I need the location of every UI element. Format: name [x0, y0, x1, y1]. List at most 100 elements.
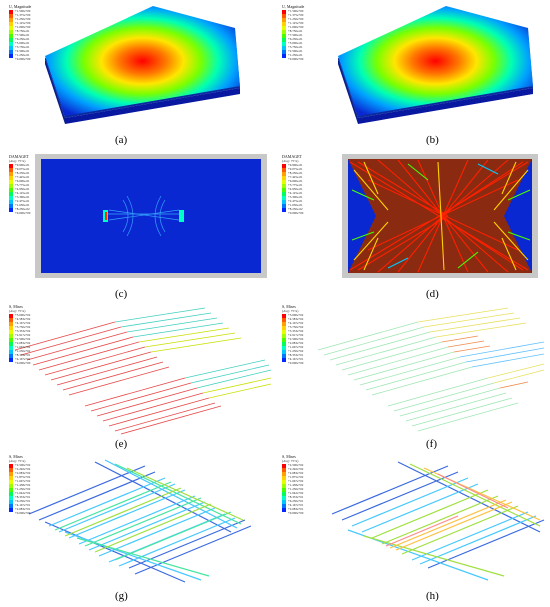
legend-tick: +3.750e-01 — [288, 45, 303, 49]
legend-subtitle: (Avg: 75%) — [282, 309, 299, 313]
contour-legend: U, Magnitude +1.500e+00 +1.375e+00 +1.25… — [282, 4, 326, 61]
legend-tick: +4.583e+02 — [288, 317, 304, 321]
legend-tick: +1.375e+00 — [288, 13, 304, 17]
legend-tick: +1.250e+02 — [288, 349, 304, 353]
legend-tick: +4.167e+01 — [15, 503, 31, 507]
legend-tick: +7.425e-01 — [15, 175, 30, 179]
legend-colorbar — [282, 164, 286, 212]
legend-subtitle: (Avg: 75%) — [282, 159, 299, 163]
legend-tick: +3.300e-01 — [15, 195, 30, 199]
legend-tick: +5.000e-01 — [15, 41, 30, 45]
rebar-stress-plot-e — [14, 307, 272, 435]
legend-tick: +1.250e+02 — [288, 487, 304, 491]
legend-tick: +4.125e-01 — [288, 191, 303, 195]
legend-tick: +8.333e+01 — [288, 353, 304, 357]
legend-tick: +1.250e+00 — [15, 17, 31, 21]
legend-tick: +1.875e+02 — [288, 475, 304, 479]
legend-title: S, Mises — [9, 304, 23, 309]
legend-tick: +1.875e+02 — [15, 475, 31, 479]
legend-tick: +2.500e-01 — [288, 49, 303, 53]
panel-e: S, Mises (Avg: 75%) +5.000e+02 +4.583e+0… — [5, 300, 275, 450]
legend-tick: +8.333e+01 — [15, 353, 31, 357]
legend-tick: +4.950e-01 — [288, 187, 303, 191]
contour-legend: DAMAGET (Avg: 75%) +9.900e-01 +9.075e-01… — [9, 154, 53, 215]
contour-legend: S, Mises (Avg: 75%) +2.500e+02 +2.292e+0… — [9, 454, 53, 515]
legend-tick: +9.900e-01 — [288, 163, 303, 167]
legend-tick: +1.125e+00 — [15, 21, 31, 25]
legend-tick: +0.000e+00 — [15, 211, 31, 215]
legend-colorbar — [9, 164, 13, 212]
legend-tick: +2.083e+02 — [15, 471, 31, 475]
legend-tick: +8.750e-01 — [15, 29, 30, 33]
legend-tick: +2.292e+02 — [288, 467, 304, 471]
caption-b: (b) — [426, 134, 439, 146]
panel-d: DAMAGET (Avg: 75%) +9.900e-01 +9.075e-01… — [278, 150, 548, 300]
legend-tick: +6.250e+01 — [288, 499, 304, 503]
legend-tick: +2.917e+02 — [288, 333, 304, 337]
legend-tick: +1.667e+02 — [15, 345, 31, 349]
legend-title: U, Magnitude — [9, 4, 32, 9]
legend-tick: +4.167e+01 — [15, 357, 31, 361]
legend-tick: +0.000e+00 — [15, 511, 31, 515]
legend-tick: +0.000e+00 — [288, 361, 304, 365]
rebar-stress-plot-g — [28, 459, 252, 583]
caption-g: (g) — [115, 590, 128, 602]
legend-tick: +1.250e-01 — [288, 53, 303, 57]
legend-tick: +4.167e+01 — [288, 357, 304, 361]
plate-displacement-contour-a — [45, 6, 240, 124]
damage-contour-c — [35, 154, 267, 278]
legend-tick: +1.000e+00 — [288, 25, 304, 29]
legend-tick: +5.000e-01 — [288, 41, 303, 45]
legend-tick: +5.000e+02 — [288, 313, 304, 317]
contour-legend: S, Mises (Avg: 75%) +5.000e+02 +4.583e+0… — [9, 304, 53, 365]
plate-displacement-contour-b — [338, 6, 533, 124]
legend-subtitle: (Avg: 75%) — [9, 309, 26, 313]
legend-tick: +4.167e+02 — [288, 321, 304, 325]
legend-tick: +6.250e-01 — [15, 37, 30, 41]
legend-tick: +2.292e+02 — [15, 467, 31, 471]
legend-tick: +4.950e-01 — [15, 187, 30, 191]
legend-tick: +6.250e+01 — [15, 499, 31, 503]
legend-tick: +0.000e+00 — [288, 211, 304, 215]
legend-tick: +9.900e-01 — [15, 163, 30, 167]
legend-tick: +4.167e+01 — [288, 503, 304, 507]
legend-subtitle: (Avg: 75%) — [9, 459, 26, 463]
legend-tick: +2.083e+02 — [288, 341, 304, 345]
legend-tick: +2.500e-01 — [15, 49, 30, 53]
legend-tick: +2.083e+01 — [15, 507, 31, 511]
legend-tick: +1.500e+00 — [15, 9, 31, 13]
contour-legend: S, Mises (Avg: 75%) +2.500e+02 +2.292e+0… — [282, 454, 326, 515]
caption-f: (f) — [426, 438, 437, 450]
legend-tick: +1.650e-01 — [15, 203, 30, 207]
legend-tick: +8.250e-01 — [15, 171, 30, 175]
legend-tick: +6.250e-01 — [288, 37, 303, 41]
legend-tick: +8.250e-01 — [288, 171, 303, 175]
legend-title: S, Mises — [9, 454, 23, 459]
panel-g: S, Mises (Avg: 75%) +2.500e+02 +2.292e+0… — [5, 450, 275, 602]
legend-tick: +2.500e+02 — [15, 463, 31, 467]
panel-h: S, Mises (Avg: 75%) +2.500e+02 +2.292e+0… — [278, 450, 548, 602]
legend-colorbar — [282, 314, 286, 362]
legend-tick: +8.750e-01 — [288, 29, 303, 33]
legend-tick: +3.750e+02 — [288, 325, 304, 329]
caption-d: (d) — [426, 288, 439, 300]
legend-tick: +4.167e+02 — [15, 321, 31, 325]
legend-tick: +4.125e-01 — [15, 191, 30, 195]
caption-e: (e) — [115, 438, 128, 450]
legend-tick: +0.000e+00 — [15, 57, 31, 61]
legend-tick: +1.042e+02 — [15, 491, 31, 495]
contour-legend: U, Magnitude +1.500e+00 +1.375e+00 +1.25… — [9, 4, 53, 61]
legend-tick: +2.083e+02 — [15, 341, 31, 345]
legend-colorbar — [282, 464, 286, 512]
legend-subtitle: (Avg: 75%) — [282, 459, 299, 463]
legend-tick: +7.425e-01 — [288, 175, 303, 179]
legend-tick: +2.475e-01 — [288, 199, 303, 203]
legend-tick: +0.000e+00 — [288, 57, 304, 61]
legend-tick: +3.750e+02 — [15, 325, 31, 329]
legend-colorbar — [9, 10, 13, 58]
legend-tick: +1.458e+02 — [15, 483, 31, 487]
legend-tick: +7.500e-01 — [288, 33, 303, 37]
legend-tick: +1.667e+02 — [15, 479, 31, 483]
legend-tick: +8.250e-02 — [288, 207, 303, 211]
legend-tick: +5.775e-01 — [288, 183, 303, 187]
